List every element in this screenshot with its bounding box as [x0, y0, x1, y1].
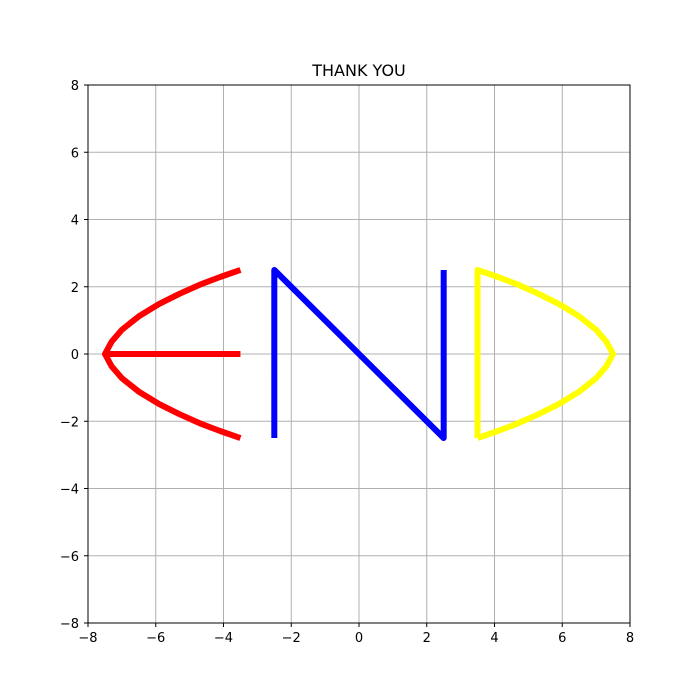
y-tick-label-7: 6: [71, 146, 79, 161]
y-tick-label-6: 4: [71, 214, 79, 229]
y-tick-label-0: −8: [60, 617, 79, 632]
x-tick-label-4: 0: [355, 631, 363, 646]
y-tick-label-8: 8: [71, 79, 79, 94]
chart-title: THANK YOU: [311, 61, 406, 80]
x-tick-label-2: −4: [214, 631, 233, 646]
y-tick-label-5: 2: [71, 281, 79, 296]
y-tick-label-2: −4: [60, 483, 79, 498]
x-tick-label-1: −6: [146, 631, 165, 646]
x-tick-label-7: 6: [558, 631, 566, 646]
y-tick-label-1: −6: [60, 550, 79, 565]
x-tick-label-6: 4: [490, 631, 498, 646]
y-tick-label-3: −2: [60, 415, 79, 430]
series-line-3: [474, 266, 617, 441]
y-tick-label-4: 0: [71, 348, 79, 363]
series-line-2: [271, 266, 447, 442]
x-tick-label-8: 8: [626, 631, 634, 646]
x-tick-label-3: −2: [282, 631, 301, 646]
x-tick-label-0: −8: [78, 631, 97, 646]
x-tick-label-5: 2: [423, 631, 431, 646]
plot-series: [101, 266, 617, 442]
axis-ticks: −8 −6 −4 −2 0 2 4 6 8 −8 −6 −4 −2 0 2 4 6 8: [60, 79, 634, 646]
